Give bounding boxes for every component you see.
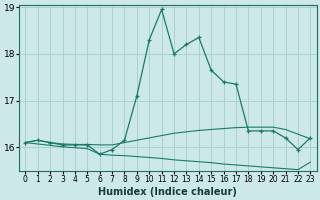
X-axis label: Humidex (Indice chaleur): Humidex (Indice chaleur) — [98, 187, 237, 197]
